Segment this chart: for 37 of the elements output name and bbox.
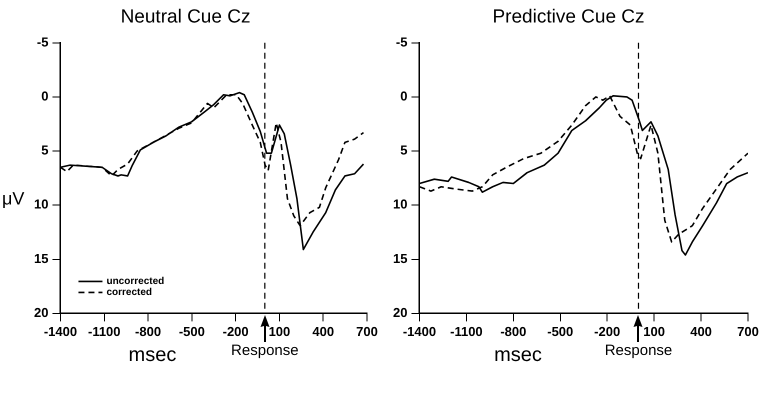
y-tick-label: 5 [400,142,408,158]
y-tick-label: -5 [396,34,408,50]
x-tick-label: -1400 [402,324,436,339]
legend-label: corrected [106,287,152,298]
y-axis-title: μV [2,188,24,209]
x-tick-label: -1100 [450,324,483,339]
y-tick-label: 15 [392,250,408,266]
chart-title: Neutral Cue Cz [120,6,250,28]
x-tick-label: -1400 [44,324,78,339]
x-tick-label: 100 [643,324,665,339]
x-axis-title: msec [494,344,542,366]
x-tick-label: 700 [356,324,378,339]
y-tick-label: 0 [400,88,408,104]
x-tick-label: 100 [268,324,290,339]
ref-line-label: Response [604,342,672,360]
x-tick-label: 400 [690,324,712,339]
x-tick-label: -800 [135,324,162,339]
x-tick-label: -1100 [88,324,121,339]
y-tick-label: -5 [36,34,48,50]
y-tick-label: 20 [34,304,48,320]
x-axis-title: msec [128,344,176,366]
y-tick-label: 10 [392,196,408,212]
x-tick-label: 700 [737,324,759,339]
y-tick-label: 20 [392,304,408,320]
x-tick-label: -500 [547,324,574,339]
x-tick-label: 400 [312,324,334,339]
x-tick-label: -500 [178,324,205,339]
y-tick-label: 10 [34,196,48,212]
x-tick-label: -200 [222,324,249,339]
y-tick-label: 0 [41,88,48,104]
y-tick-label: 15 [34,250,48,266]
chart-title: Predictive Cue Cz [492,6,645,28]
ref-line-label: Response [231,342,299,360]
y-tick-label: 5 [41,142,48,158]
x-tick-label: -200 [594,324,620,339]
legend-label: uncorrected [106,276,164,288]
x-tick-label: -800 [500,324,526,339]
